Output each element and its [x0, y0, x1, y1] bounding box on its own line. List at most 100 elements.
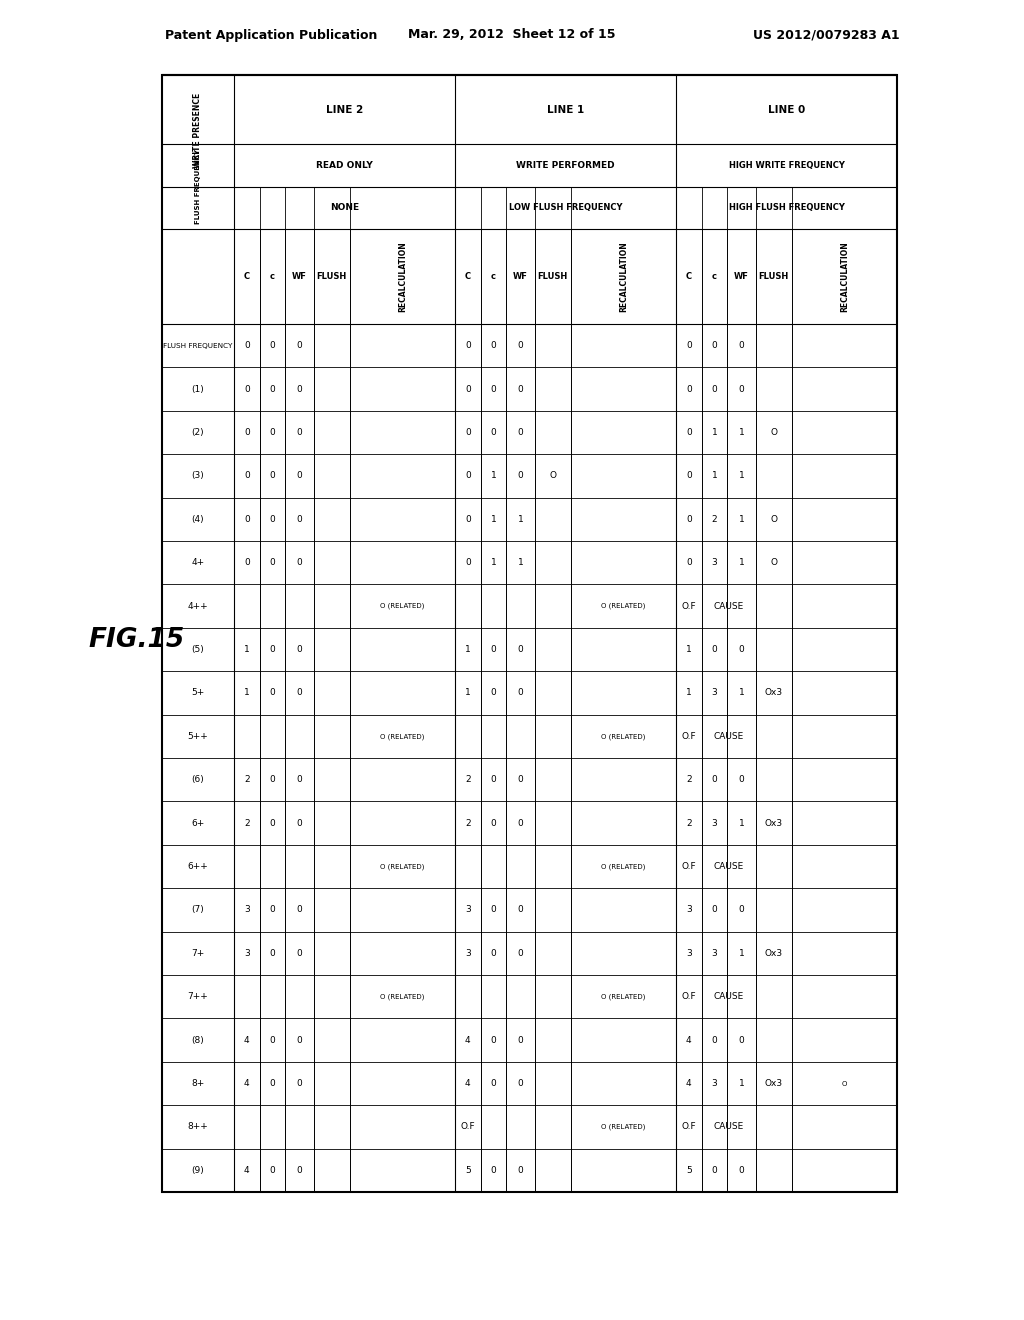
Text: 0: 0	[269, 775, 275, 784]
Text: 0: 0	[244, 558, 250, 568]
Text: 3: 3	[465, 906, 471, 915]
Text: 0: 0	[297, 645, 302, 653]
Text: HIGH WRITE FREQUENCY: HIGH WRITE FREQUENCY	[728, 161, 845, 170]
Text: 0: 0	[297, 471, 302, 480]
Text: 0: 0	[490, 775, 497, 784]
Text: 8+: 8+	[191, 1078, 205, 1088]
Text: 0: 0	[297, 558, 302, 568]
Text: 4: 4	[244, 1166, 250, 1175]
Text: FIG.15: FIG.15	[88, 627, 184, 653]
Text: 3: 3	[712, 949, 718, 958]
Text: 0: 0	[269, 471, 275, 480]
Text: 0: 0	[465, 428, 471, 437]
Text: 0: 0	[518, 1078, 523, 1088]
Text: 1: 1	[738, 558, 744, 568]
Text: (2): (2)	[191, 428, 205, 437]
Text: 0: 0	[712, 342, 718, 350]
Text: O: O	[770, 428, 777, 437]
Text: (4): (4)	[191, 515, 205, 524]
Text: 0: 0	[269, 1078, 275, 1088]
Text: 4: 4	[465, 1036, 471, 1044]
Text: 0: 0	[269, 342, 275, 350]
Text: 0: 0	[269, 949, 275, 958]
Text: RECALCULATION: RECALCULATION	[397, 242, 407, 312]
Text: 0: 0	[518, 342, 523, 350]
Text: 7++: 7++	[187, 993, 208, 1002]
Text: 1: 1	[738, 515, 744, 524]
Text: RECALCULATION: RECALCULATION	[618, 242, 628, 312]
Text: 3: 3	[712, 1078, 718, 1088]
Text: 0: 0	[518, 384, 523, 393]
Text: O (RELATED): O (RELATED)	[601, 1123, 645, 1130]
Text: 0: 0	[297, 384, 302, 393]
Text: 1: 1	[244, 689, 250, 697]
Text: 5: 5	[686, 1166, 692, 1175]
Text: 1: 1	[465, 689, 471, 697]
Text: 0: 0	[269, 1166, 275, 1175]
Text: Ox3: Ox3	[765, 949, 782, 958]
Text: WF: WF	[513, 272, 528, 281]
Text: 0: 0	[686, 384, 692, 393]
Text: (6): (6)	[191, 775, 205, 784]
Text: 1: 1	[518, 515, 523, 524]
Text: FLUSH: FLUSH	[538, 272, 567, 281]
Text: 1: 1	[686, 645, 692, 653]
Text: FLUSH: FLUSH	[759, 272, 788, 281]
Text: O: O	[549, 471, 556, 480]
Text: 0: 0	[518, 949, 523, 958]
Text: 0: 0	[465, 471, 471, 480]
Text: 0: 0	[297, 775, 302, 784]
Text: 0: 0	[297, 949, 302, 958]
Text: 0: 0	[269, 645, 275, 653]
Text: 3: 3	[465, 949, 471, 958]
Text: O (RELATED): O (RELATED)	[380, 603, 425, 610]
Text: 0: 0	[518, 906, 523, 915]
Text: Ox3: Ox3	[765, 1078, 782, 1088]
Text: 3: 3	[244, 949, 250, 958]
Text: LINE 2: LINE 2	[326, 104, 364, 115]
Text: 0: 0	[269, 818, 275, 828]
Text: 2: 2	[244, 818, 250, 828]
Text: 0: 0	[518, 689, 523, 697]
Text: 3: 3	[244, 906, 250, 915]
Text: 0: 0	[490, 1036, 497, 1044]
Text: 0: 0	[297, 689, 302, 697]
Text: 0: 0	[518, 471, 523, 480]
Text: 6++: 6++	[187, 862, 208, 871]
Text: 1: 1	[465, 645, 471, 653]
Text: O: O	[770, 558, 777, 568]
Text: 1: 1	[490, 471, 497, 480]
Text: c: c	[492, 272, 496, 281]
Text: 0: 0	[490, 342, 497, 350]
Text: C: C	[686, 272, 692, 281]
Text: 0: 0	[490, 645, 497, 653]
Text: Ox3: Ox3	[765, 689, 782, 697]
Text: 3: 3	[686, 949, 692, 958]
Text: 0: 0	[490, 384, 497, 393]
Text: 0: 0	[712, 775, 718, 784]
Text: 1: 1	[490, 515, 497, 524]
Text: 3: 3	[712, 818, 718, 828]
Text: c: c	[270, 272, 275, 281]
Text: 4: 4	[244, 1036, 250, 1044]
Text: 0: 0	[518, 1166, 523, 1175]
Text: FLUSH FREQUENCY: FLUSH FREQUENCY	[195, 149, 201, 224]
Text: 0: 0	[269, 515, 275, 524]
Text: 4: 4	[244, 1078, 250, 1088]
Text: O (RELATED): O (RELATED)	[601, 603, 645, 610]
Text: (5): (5)	[191, 645, 205, 653]
Text: 1: 1	[738, 1078, 744, 1088]
Text: 0: 0	[269, 906, 275, 915]
Text: 1: 1	[244, 645, 250, 653]
Text: 2: 2	[686, 775, 691, 784]
Text: 0: 0	[269, 384, 275, 393]
Text: O (RELATED): O (RELATED)	[380, 733, 425, 739]
Text: NONE: NONE	[330, 203, 359, 213]
Text: 0: 0	[490, 949, 497, 958]
Text: 0: 0	[244, 428, 250, 437]
Text: 1: 1	[490, 558, 497, 568]
Text: 0: 0	[269, 689, 275, 697]
Text: 5+: 5+	[191, 689, 205, 697]
Text: (7): (7)	[191, 906, 205, 915]
Text: (3): (3)	[191, 471, 205, 480]
